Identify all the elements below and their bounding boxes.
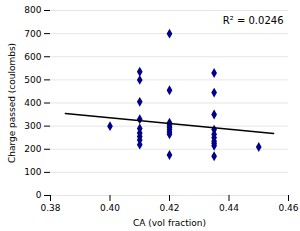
svg-text:Charge passed (coulombs): Charge passed (coulombs) [7, 43, 17, 163]
svg-text:0.38: 0.38 [40, 203, 60, 213]
svg-text:300: 300 [24, 121, 41, 131]
svg-text:400: 400 [24, 98, 41, 108]
svg-text:0.44: 0.44 [219, 203, 239, 213]
svg-text:R² = 0.0246: R² = 0.0246 [223, 15, 284, 26]
svg-text:CA (vol fraction): CA (vol fraction) [133, 218, 206, 228]
svg-text:0.40: 0.40 [100, 203, 120, 213]
svg-text:200: 200 [24, 144, 41, 154]
svg-text:800: 800 [24, 5, 41, 15]
svg-text:0.46: 0.46 [278, 203, 298, 213]
svg-text:0: 0 [36, 190, 42, 200]
svg-text:100: 100 [24, 167, 41, 177]
svg-text:0.42: 0.42 [159, 203, 179, 213]
svg-text:500: 500 [24, 75, 41, 85]
svg-text:700: 700 [24, 29, 41, 39]
svg-text:600: 600 [24, 52, 41, 62]
